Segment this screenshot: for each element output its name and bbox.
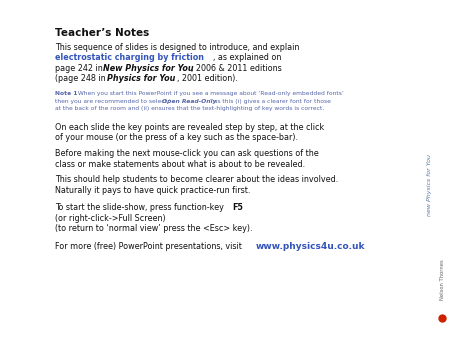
Text: Teacher’s Notes: Teacher’s Notes — [55, 28, 149, 38]
Text: electrostatic charging by friction: electrostatic charging by friction — [55, 53, 204, 62]
Text: Open Read-Only: Open Read-Only — [162, 99, 217, 103]
Text: Physics for You: Physics for You — [107, 74, 176, 83]
Text: To start the slide-show, press function-key: To start the slide-show, press function-… — [55, 203, 226, 212]
Text: (to return to ‘normal view’ press the <Esc> key).: (to return to ‘normal view’ press the <E… — [55, 224, 252, 233]
Text: Naturally it pays to have quick practice-run first.: Naturally it pays to have quick practice… — [55, 186, 250, 195]
Text: Note 1: Note 1 — [55, 91, 77, 96]
Text: page 242 in: page 242 in — [55, 64, 105, 73]
Text: then you are recommended to select ‘: then you are recommended to select ‘ — [55, 99, 171, 103]
Text: www.physics4u.co.uk: www.physics4u.co.uk — [256, 242, 365, 251]
Text: ’ as this (i) gives a clearer font for those: ’ as this (i) gives a clearer font for t… — [211, 99, 331, 103]
Text: , 2006 & 2011 editions: , 2006 & 2011 editions — [191, 64, 282, 73]
Text: F5: F5 — [232, 203, 243, 212]
Text: (or right-click->Full Screen): (or right-click->Full Screen) — [55, 214, 166, 223]
Text: , 2001 edition).: , 2001 edition). — [177, 74, 238, 83]
Text: On each slide the key points are revealed step by step, at the click: On each slide the key points are reveale… — [55, 123, 324, 132]
Text: This should help students to become clearer about the ideas involved.: This should help students to become clea… — [55, 175, 338, 184]
Text: This sequence of slides is designed to introduce, and explain: This sequence of slides is designed to i… — [55, 43, 299, 52]
Text: new Physics for You: new Physics for You — [428, 154, 432, 216]
Text: Nelson Thornes: Nelson Thornes — [440, 260, 445, 300]
Text: of your mouse (or the press of a key such as the space-bar).: of your mouse (or the press of a key suc… — [55, 134, 298, 143]
Text: When you start this PowerPoint if you see a message about ‘Read-only embedded fo: When you start this PowerPoint if you se… — [76, 91, 343, 96]
Text: Before making the next mouse-click you can ask questions of the: Before making the next mouse-click you c… — [55, 149, 319, 158]
Text: at the back of the room and (ii) ensures that the text-highlighting of key words: at the back of the room and (ii) ensures… — [55, 106, 324, 111]
Text: , as explained on: , as explained on — [213, 53, 281, 62]
Text: (page 248 in: (page 248 in — [55, 74, 108, 83]
Text: class or make statements about what is about to be revealed.: class or make statements about what is a… — [55, 160, 305, 169]
Text: For more (free) PowerPoint presentations, visit: For more (free) PowerPoint presentations… — [55, 242, 249, 251]
Text: New Physics for You: New Physics for You — [103, 64, 194, 73]
